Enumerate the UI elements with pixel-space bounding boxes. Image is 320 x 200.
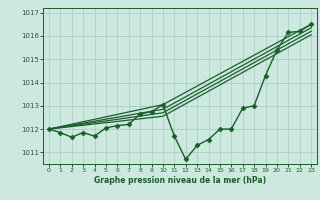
X-axis label: Graphe pression niveau de la mer (hPa): Graphe pression niveau de la mer (hPa) (94, 176, 266, 185)
